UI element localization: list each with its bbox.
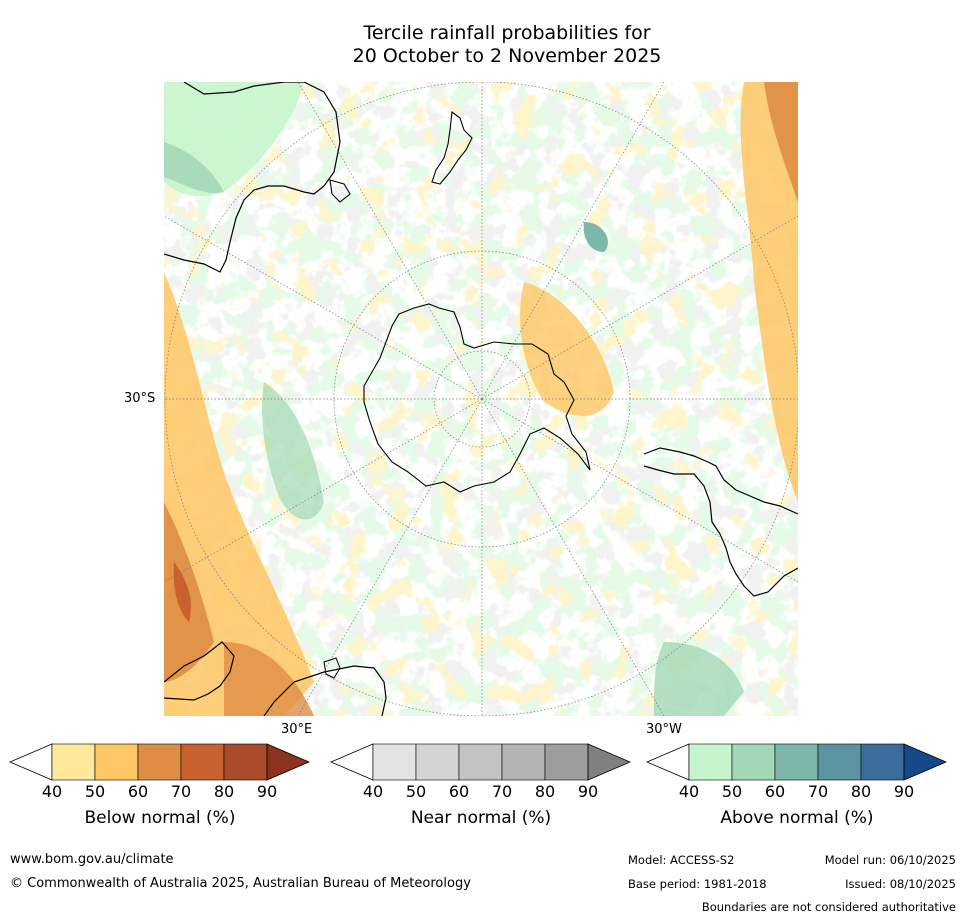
footer-issued: Issued: 08/10/2025 <box>845 877 956 891</box>
colorbar-tick-label: 90 <box>256 782 278 801</box>
colorbar-extend-high <box>587 743 632 781</box>
title-line-2: 20 October to 2 November 2025 <box>352 45 662 67</box>
colorbar-tick-label: 70 <box>170 782 192 801</box>
colorbar-tick-label: 80 <box>213 782 235 801</box>
colorbar-tick-label: 90 <box>577 782 599 801</box>
near-normal-colorbar <box>329 743 632 781</box>
colorbar-tick-label: 50 <box>721 782 743 801</box>
south-america-coastline <box>643 447 798 597</box>
colorbar-tick-label: 50 <box>84 782 106 801</box>
polar-map <box>164 82 798 716</box>
below-normal-regions <box>164 82 798 716</box>
africa-coastline <box>164 641 387 716</box>
colorbar-segment <box>731 743 776 781</box>
colorbar-segment <box>94 743 139 781</box>
above-normal-colorbar <box>645 743 948 781</box>
tasmania-coastline <box>329 179 351 203</box>
colorbars <box>8 743 948 781</box>
footer-model: Model: ACCESS-S2 <box>628 853 735 867</box>
colorbar-segment <box>688 743 733 781</box>
below-normal-label: Below normal (%) <box>84 808 236 828</box>
colorbar-segment <box>372 743 417 781</box>
colorbar-segment <box>137 743 182 781</box>
below-normal-colorbar <box>8 743 311 781</box>
colorbar-extend-low <box>8 743 53 781</box>
above-normal-regions <box>164 82 744 716</box>
new-zealand-coastline <box>431 110 473 185</box>
colorbar-tick-label: 60 <box>127 782 149 801</box>
footer-base-period: Base period: 1981-2018 <box>628 877 767 891</box>
footer-model-run: Model run: 06/10/2025 <box>824 853 956 867</box>
colorbar-segment <box>817 743 862 781</box>
footer-disclaimer: Boundaries are not considered authoritat… <box>701 900 956 914</box>
colorbar-segment <box>860 743 905 781</box>
lon-label-30w: 30°W <box>646 722 682 737</box>
colorbar-segment <box>501 743 546 781</box>
colorbar-extend-high <box>903 743 948 781</box>
near-normal-label: Near normal (%) <box>410 808 552 828</box>
colorbar-segment <box>180 743 225 781</box>
colorbar-segment <box>774 743 819 781</box>
graticule <box>164 82 798 716</box>
lon-label-30e: 30°E <box>281 722 313 737</box>
antarctica-coastline <box>363 303 591 493</box>
colorbar-tick-label: 90 <box>893 782 915 801</box>
colorbar-tick-label: 80 <box>534 782 556 801</box>
colorbar-segment <box>458 743 503 781</box>
colorbar-extend-low <box>329 743 374 781</box>
colorbar-tick-label: 40 <box>362 782 384 801</box>
colorbar-tick-label: 60 <box>448 782 470 801</box>
colorbar-segment <box>223 743 268 781</box>
madagascar-coastline <box>323 657 341 679</box>
colorbar-tick-label: 40 <box>678 782 700 801</box>
colorbar-segment <box>544 743 589 781</box>
above-normal-label: Above normal (%) <box>720 808 874 828</box>
colorbar-tick-label: 40 <box>41 782 63 801</box>
colorbar-extend-high <box>266 743 311 781</box>
australia-coastline <box>164 82 341 273</box>
colorbar-extend-low <box>645 743 690 781</box>
colorbar-tick-label: 80 <box>850 782 872 801</box>
footer-website: www.bom.gov.au/climate <box>10 852 174 867</box>
footer-copyright: © Commonwealth of Australia 2025, Austra… <box>10 876 471 891</box>
colorbar-tick-label: 70 <box>491 782 513 801</box>
colorbar-tick-label: 50 <box>405 782 427 801</box>
colorbar-segment <box>51 743 96 781</box>
lat-label-30s: 30°S <box>124 391 156 406</box>
colorbar-tick-label: 70 <box>807 782 829 801</box>
colorbar-tick-label: 60 <box>764 782 786 801</box>
colorbar-segment <box>415 743 460 781</box>
map-title: Tercile rainfall probabilities for 20 Oc… <box>0 22 965 68</box>
title-line-1: Tercile rainfall probabilities for <box>363 22 651 44</box>
